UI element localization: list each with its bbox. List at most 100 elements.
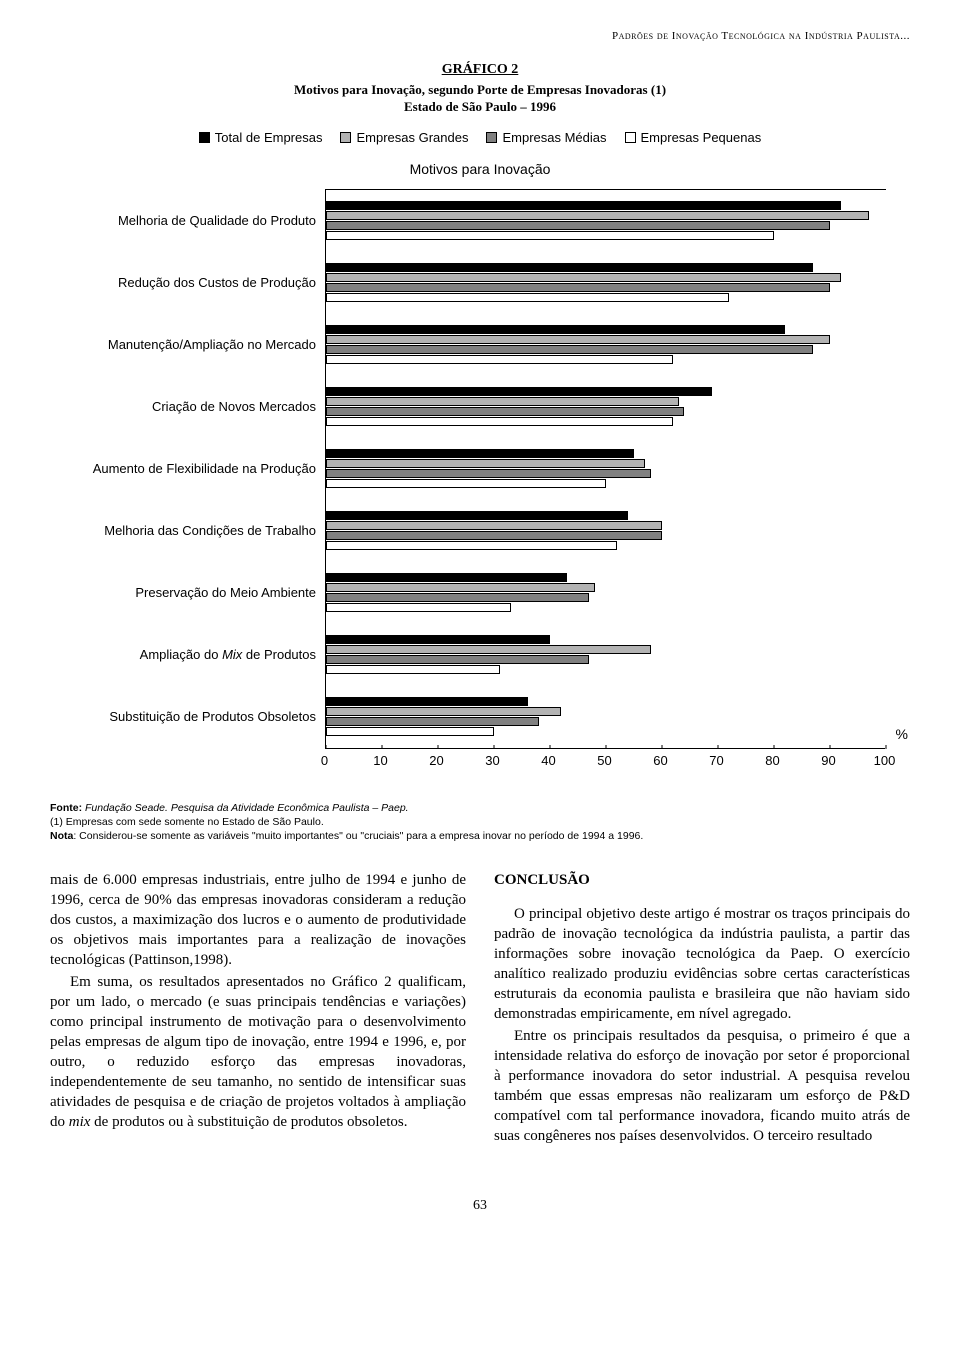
chart-bar [326,417,673,426]
chart-bar [326,717,539,726]
legend-label: Empresas Pequenas [641,130,762,145]
chart-bar [326,479,606,488]
body-para: O principal objetivo deste artigo é most… [494,905,910,1025]
chart-bar [326,293,729,302]
chart-bar [326,397,679,406]
chart-bar [326,593,589,602]
chart-category: Melhoria de Qualidade do Produto [326,190,886,252]
axis-tick: 100 [885,749,886,768]
axis-tick: 70 [717,749,718,768]
chart-category: Redução dos Custos de Produção [326,252,886,314]
legend-label: Empresas Médias [502,130,606,145]
axis-tick: 40 [549,749,550,768]
chart-category-label: Criação de Novos Mercados [51,399,316,415]
chart-bar [326,707,561,716]
chart-bar [326,335,830,344]
chart-bar [326,345,813,354]
chart-category: Melhoria das Condições de Trabalho [326,500,886,562]
body-para: mais de 6.000 empresas industriais, entr… [50,871,466,971]
chart-category-label: Aumento de Flexibilidade na Produção [51,461,316,477]
chart-category-label: Melhoria de Qualidade do Produto [51,213,316,229]
chart-bar [326,211,869,220]
axis-tick: 10 [381,749,382,768]
chart-category-label: Melhoria das Condições de Trabalho [51,523,316,539]
chart-bar [326,541,617,550]
axis-tick: 80 [773,749,774,768]
axis-tick: 60 [661,749,662,768]
chart-legend: Total de Empresas Empresas Grandes Empresa… [50,130,910,145]
chart-bar [326,531,662,540]
legend-swatch [486,132,497,143]
nota-label: Nota [50,830,73,842]
chart-subtitle: Motivos para Inovação, segundo Porte de … [50,82,910,116]
chart-bar [326,603,511,612]
legend-item: Empresas Grandes [340,130,468,145]
chart-category-label: Manutenção/Ampliação no Mercado [51,337,316,353]
body-columns: mais de 6.000 empresas industriais, entr… [50,871,910,1148]
chart-bar [326,283,830,292]
chart-bar [326,221,830,230]
chart-category-label: Redução dos Custos de Produção [51,275,316,291]
chart-bar [326,727,494,736]
chart-bar [326,573,567,582]
chart-x-axis: 0 10 20 30 40 50 60 70 80 90 100 [325,748,885,771]
body-para: Entre os principais resultados da pesqui… [494,1027,910,1147]
running-head: Padrões de Inovação Tecnológica na Indús… [50,30,910,42]
chart-category: Manutenção/Ampliação no Mercado [326,314,886,376]
axis-tick: 0 [325,749,326,768]
chart-bar [326,355,673,364]
chart-title: GRÁFICO 2 [50,62,910,78]
axis-tick: 50 [605,749,606,768]
chart-bar [326,273,841,282]
chart-bar [326,201,841,210]
legend-label: Total de Empresas [215,130,323,145]
chart-category: Preservação do Meio Ambiente [326,562,886,624]
axis-tick: 30 [493,749,494,768]
chart-category-label: Preservação do Meio Ambiente [51,585,316,601]
fonte-label: Fonte: [50,802,82,814]
chart-bar [326,635,550,644]
chart-bar [326,511,628,520]
nota-text: : Considerou-se somente as variáveis "mu… [73,830,643,842]
chart-bar [326,521,662,530]
legend-swatch [199,132,210,143]
body-para: Em suma, os resultados apresentados no G… [50,973,466,1133]
chart-block: GRÁFICO 2 Motivos para Inovação, segundo… [50,62,910,771]
chart-category: Ampliação do Mix de Produtos [326,624,886,686]
chart-bar [326,645,651,654]
chart-bar [326,387,712,396]
chart-footnotes: Fonte: Fundação Seade. Pesquisa da Ativi… [50,801,910,844]
axis-tick: 90 [829,749,830,768]
legend-item: Empresas Pequenas [625,130,762,145]
chart-category: Criação de Novos Mercados [326,376,886,438]
chart-bar [326,655,589,664]
axis-tick: 20 [437,749,438,768]
chart-bar [326,231,774,240]
legend-swatch [340,132,351,143]
chart-bar [326,459,645,468]
page-number: 63 [50,1198,910,1214]
conclusion-heading: CONCLUSÃO [494,871,910,891]
chart-bar [326,665,500,674]
chart-bar [326,583,595,592]
chart-subtitle-line2: Estado de São Paulo – 1996 [404,99,556,114]
chart-category-label: Ampliação do Mix de Produtos [51,647,316,663]
legend-label: Empresas Grandes [356,130,468,145]
fonte-text: Fundação Seade. Pesquisa da Atividade Ec… [85,802,409,814]
chart-category: Aumento de Flexibilidade na Produção [326,438,886,500]
chart-bar [326,449,634,458]
legend-swatch [625,132,636,143]
axis-unit-label: % [896,726,908,742]
chart-category-label: Substituição de Produtos Obsoletos [51,709,316,725]
chart-inner-title: Motivos para Inovação [50,161,910,177]
chart-bar [326,325,785,334]
chart-bar [326,469,651,478]
footnote-line1: (1) Empresas com sede somente no Estado … [50,815,910,829]
legend-item: Total de Empresas [199,130,323,145]
chart-bar [326,697,528,706]
chart-bar [326,263,813,272]
legend-item: Empresas Médias [486,130,606,145]
chart-category: Substituição de Produtos Obsoletos [326,686,886,748]
chart-subtitle-line1: Motivos para Inovação, segundo Porte de … [294,82,666,97]
chart-bar [326,407,684,416]
